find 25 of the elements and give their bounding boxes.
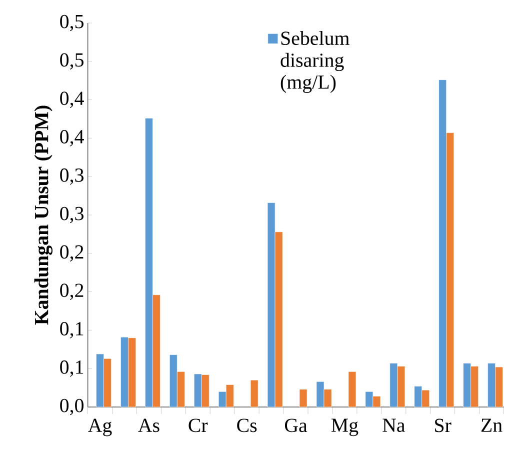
y-tick-label: 0,4	[60, 92, 84, 108]
y-tick-label: 0,2	[60, 284, 84, 300]
y-tick-label: 0,2	[60, 245, 84, 262]
y-axis-title: Kandungan Unsur (PPM)	[34, 106, 52, 325]
bar	[250, 380, 258, 408]
y-tick-label: 0,1	[60, 360, 84, 377]
y-tick-label: 0,5	[60, 14, 84, 32]
legend-label: Sebelum disaring (mg/L)	[280, 31, 350, 93]
x-tick-label: Cs	[237, 418, 257, 432]
y-tick-label: 0,3	[60, 206, 84, 224]
x-tick-label: Sr	[435, 418, 452, 432]
y-tick-label: 0,1	[60, 322, 84, 338]
x-tick-label: Mg	[331, 418, 358, 436]
x-tick-label: As	[138, 418, 160, 432]
x-tick-label: Na	[382, 418, 405, 432]
y-tick-label: 0,0	[60, 398, 84, 416]
x-tick-label: Zn	[481, 418, 502, 432]
x-tick-label: Cr	[188, 418, 208, 432]
y-tick-label: 0,4	[60, 130, 84, 146]
y-tick-label: 0,3	[60, 168, 84, 185]
x-tick-label: Ga	[284, 418, 308, 432]
bar	[348, 372, 356, 408]
y-tick-label: 0,5	[60, 53, 84, 70]
bar	[299, 389, 308, 408]
x-tick-label: Ag	[88, 418, 112, 436]
